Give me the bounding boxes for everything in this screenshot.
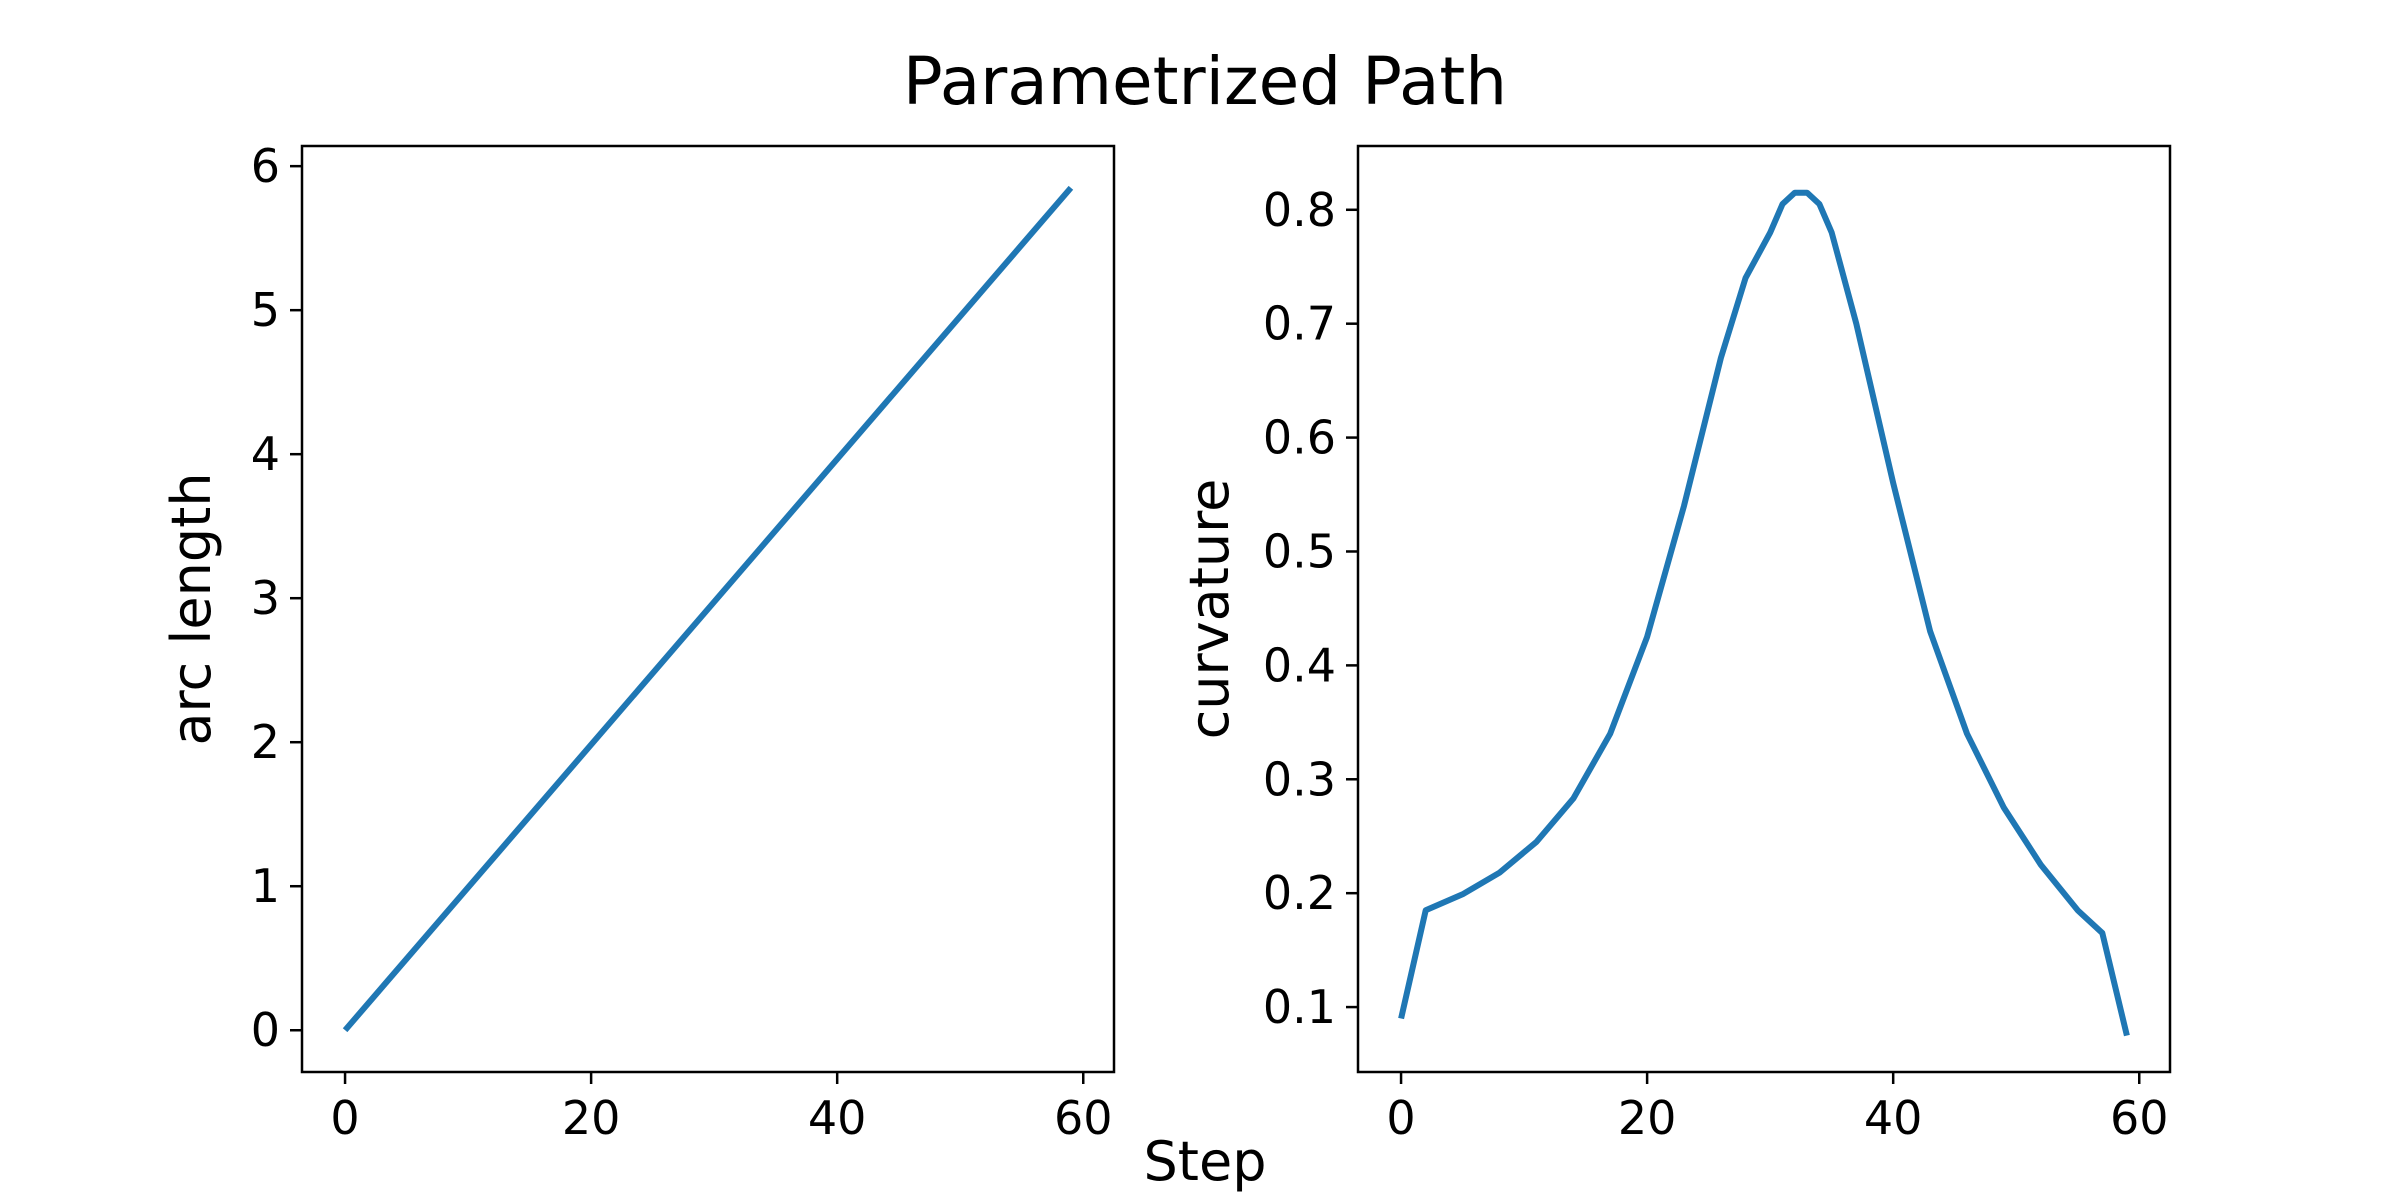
shared-x-axis-label: Step xyxy=(1144,1130,1267,1193)
arc-length-series-line xyxy=(342,185,1074,1033)
arc-length-x-tick-label: 0 xyxy=(330,1091,359,1145)
arc-length-y-tick-label: 2 xyxy=(251,715,280,769)
arc-length-y-tick-label: 6 xyxy=(251,139,280,193)
arc-length-y-tick-label: 4 xyxy=(251,427,280,481)
curvature-y-tick-label: 0.5 xyxy=(1263,524,1336,578)
arc-length-x-tick-label: 40 xyxy=(808,1091,867,1145)
curvature-series-line xyxy=(1398,189,2130,1037)
arc-length-x-tick-label: 60 xyxy=(1054,1091,1113,1145)
curvature-y-tick-label: 0.1 xyxy=(1263,980,1336,1034)
arc-length-y-axis-label: arc length xyxy=(160,472,223,745)
arc-length-x-tick-label: 20 xyxy=(562,1091,621,1145)
curvature-y-tick-label: 0.6 xyxy=(1263,411,1336,465)
arc-length-y-tick-label: 0 xyxy=(251,1003,280,1057)
curvature-y-axis-label: curvature xyxy=(1178,479,1241,740)
curvature-x-tick-label: 20 xyxy=(1618,1091,1677,1145)
curvature-y-tick-label: 0.3 xyxy=(1263,752,1336,806)
arc-length-panel: 0 20 40 60 0 1 2 3 4 5 6 arc length xyxy=(160,139,1116,1145)
curvature-y-tick-label: 0.7 xyxy=(1263,297,1336,351)
arc-length-y-tick-label: 1 xyxy=(251,859,280,913)
curvature-y-tick-label: 0.4 xyxy=(1263,638,1336,692)
arc-length-axes-frame xyxy=(300,144,1116,1074)
figure-title: Parametrized Path xyxy=(903,43,1507,120)
curvature-x-tick-label: 40 xyxy=(1864,1091,1923,1145)
curvature-axes-frame xyxy=(1356,144,2172,1074)
curvature-x-tick-label: 60 xyxy=(2110,1091,2169,1145)
curvature-y-tick-label: 0.8 xyxy=(1263,183,1336,237)
curvature-x-tick-label: 0 xyxy=(1386,1091,1415,1145)
arc-length-y-tick-label: 5 xyxy=(251,283,280,337)
curvature-panel: 0 20 40 60 0.1 0.2 0.3 0.4 0.5 0.6 0.7 0.8 curvature xyxy=(1178,144,2172,1145)
arc-length-y-tick-label: 3 xyxy=(251,571,280,625)
curvature-y-tick-label: 0.2 xyxy=(1263,866,1336,920)
